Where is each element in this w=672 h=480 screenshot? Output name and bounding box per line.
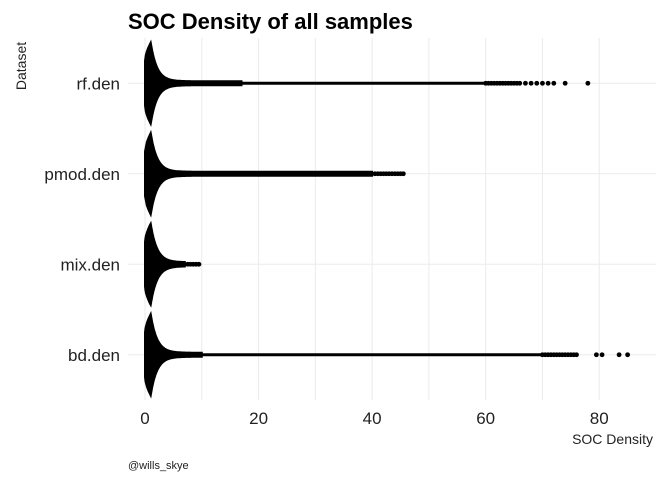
chart-title: SOC Density of all samples	[128, 9, 413, 34]
violin-body	[144, 39, 243, 128]
gridlines	[128, 38, 656, 400]
outlier-point	[599, 352, 605, 358]
outlier-point	[540, 80, 545, 86]
violin-body	[144, 310, 203, 399]
outlier-point	[593, 352, 599, 358]
outlier-point	[528, 80, 534, 86]
violin-mix-den	[144, 220, 202, 308]
violin-rf-den	[144, 39, 591, 128]
y-tick-labels: rf.den pmod.den mix.den bd.den	[44, 74, 120, 365]
violin-bd-den	[144, 310, 631, 399]
outlier-point	[616, 352, 622, 358]
violin-body	[144, 220, 186, 308]
outlier-point	[545, 80, 551, 86]
outlier-point	[551, 80, 557, 86]
y-tick-label: bd.den	[68, 346, 120, 365]
x-tick-label: 0	[140, 409, 149, 428]
outlier-point	[625, 352, 631, 358]
x-tick-label: 60	[476, 409, 495, 428]
outlier-point	[400, 171, 406, 177]
outlier-point	[574, 352, 579, 358]
outlier-point	[517, 80, 523, 86]
violin-body	[144, 129, 374, 218]
outlier-point	[196, 261, 202, 267]
outlier-point	[585, 80, 591, 86]
y-axis-label: Dataset	[13, 42, 29, 90]
violins	[144, 39, 631, 399]
caption: @wills_skye	[128, 460, 189, 472]
outlier-point	[562, 80, 568, 86]
outlier-point	[534, 80, 540, 86]
violin-pmod-den	[144, 129, 406, 218]
x-tick-labels: 0 20 40 60 80	[140, 409, 608, 428]
x-tick-label: 20	[249, 409, 268, 428]
x-axis-label: SOC Density	[572, 431, 653, 447]
x-tick-label: 40	[363, 409, 382, 428]
outlier-point	[523, 80, 528, 86]
y-tick-label: pmod.den	[44, 165, 120, 184]
y-tick-label: mix.den	[60, 255, 120, 274]
x-tick-label: 80	[590, 409, 609, 428]
y-tick-label: rf.den	[77, 74, 120, 93]
